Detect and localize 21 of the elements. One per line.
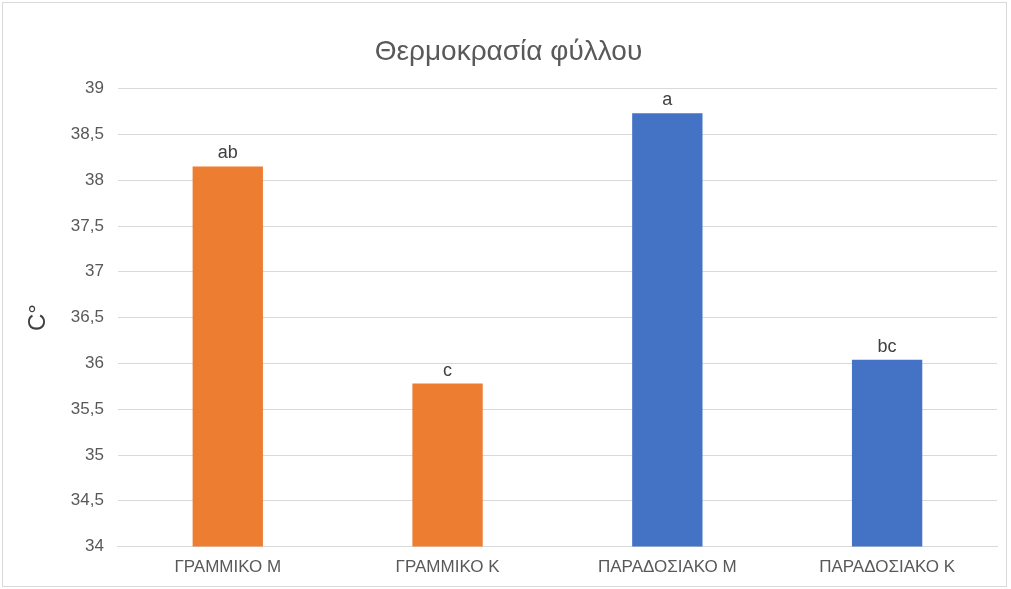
y-tick-label: 35,5 (70, 398, 104, 418)
y-tick-label: 36,5 (70, 307, 104, 327)
y-tick-label: 37 (84, 261, 104, 281)
y-tick-label: 34,5 (70, 490, 104, 510)
y-tick-label: 34 (84, 536, 104, 556)
y-tick-label: 36 (84, 353, 104, 373)
data-label: bc (877, 335, 897, 356)
y-tick-label: 38,5 (70, 124, 104, 144)
y-tick-label: 38 (84, 169, 104, 189)
x-tick-label: ΠΑΡΑΔΟΣΙΑΚΟ Κ (819, 557, 956, 577)
y-tick-label: 35 (84, 444, 104, 464)
data-label: a (662, 89, 674, 110)
y-tick-label: 39 (84, 78, 104, 98)
x-tick-label: ΠΑΡΑΔΟΣΙΑΚΟ Μ (597, 557, 737, 577)
y-tick-label: 37,5 (70, 215, 104, 235)
x-tick-label: ΓΡΑΜΜΙΚΟ Κ (395, 557, 501, 577)
x-tick-label: ΓΡΑΜΜΙΚΟ Μ (174, 557, 282, 577)
y-axis-title: C° (23, 304, 51, 332)
data-label: c (443, 359, 453, 380)
data-label: ab (217, 142, 238, 163)
chart-title: Θερμοκρασία φύλλου (374, 34, 643, 66)
